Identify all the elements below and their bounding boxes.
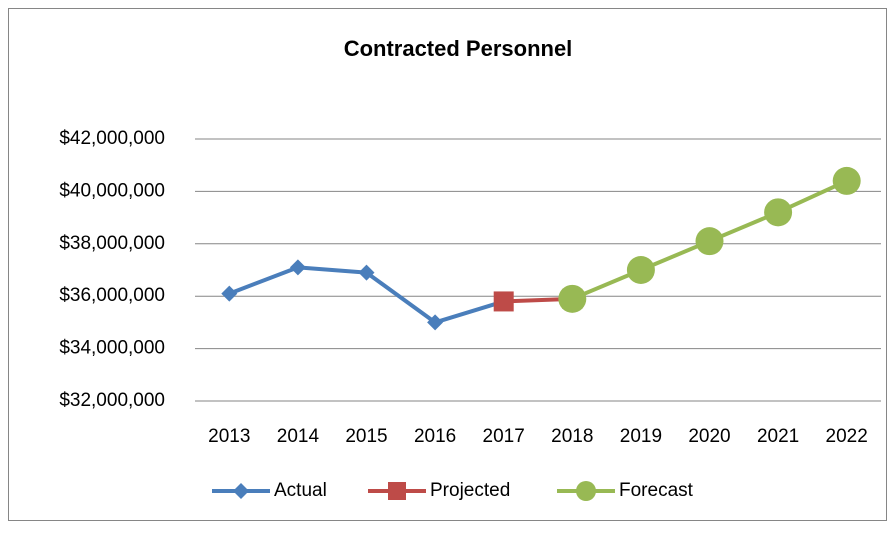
legend-marker [576, 481, 596, 501]
y-tick-label: $38,000,000 [59, 233, 165, 254]
x-tick-label: 2018 [551, 426, 593, 447]
y-tick-label: $36,000,000 [59, 285, 165, 306]
x-tick-label: 2016 [414, 426, 456, 447]
data-point [221, 285, 238, 302]
x-tick-label: 2017 [483, 426, 525, 447]
x-tick-label: 2019 [620, 426, 662, 447]
data-point [764, 198, 793, 227]
x-tick-label: 2021 [757, 426, 799, 447]
legend-marker [388, 482, 406, 500]
data-point [358, 264, 375, 281]
x-tick-label: 2015 [345, 426, 387, 447]
legend-label: Actual [274, 480, 327, 501]
legend-label: Forecast [619, 480, 694, 501]
y-tick-label: $34,000,000 [59, 338, 165, 359]
legend-marker [233, 483, 249, 499]
data-point [493, 291, 514, 312]
data-point [558, 284, 587, 313]
y-tick-label: $40,000,000 [59, 180, 165, 201]
chart-border [8, 8, 887, 521]
chart-title: Contracted Personnel [344, 36, 573, 61]
y-tick-label: $42,000,000 [59, 128, 165, 149]
legend-label: Projected [430, 480, 510, 501]
data-point [289, 259, 306, 276]
data-point [427, 314, 444, 331]
x-tick-label: 2013 [208, 426, 250, 447]
data-point [832, 166, 861, 195]
x-tick-label: 2014 [277, 426, 320, 447]
y-tick-label: $32,000,000 [59, 390, 165, 411]
data-point [695, 227, 724, 256]
x-tick-label: 2020 [688, 426, 730, 447]
x-tick-label: 2022 [826, 426, 868, 447]
data-point [626, 256, 655, 284]
